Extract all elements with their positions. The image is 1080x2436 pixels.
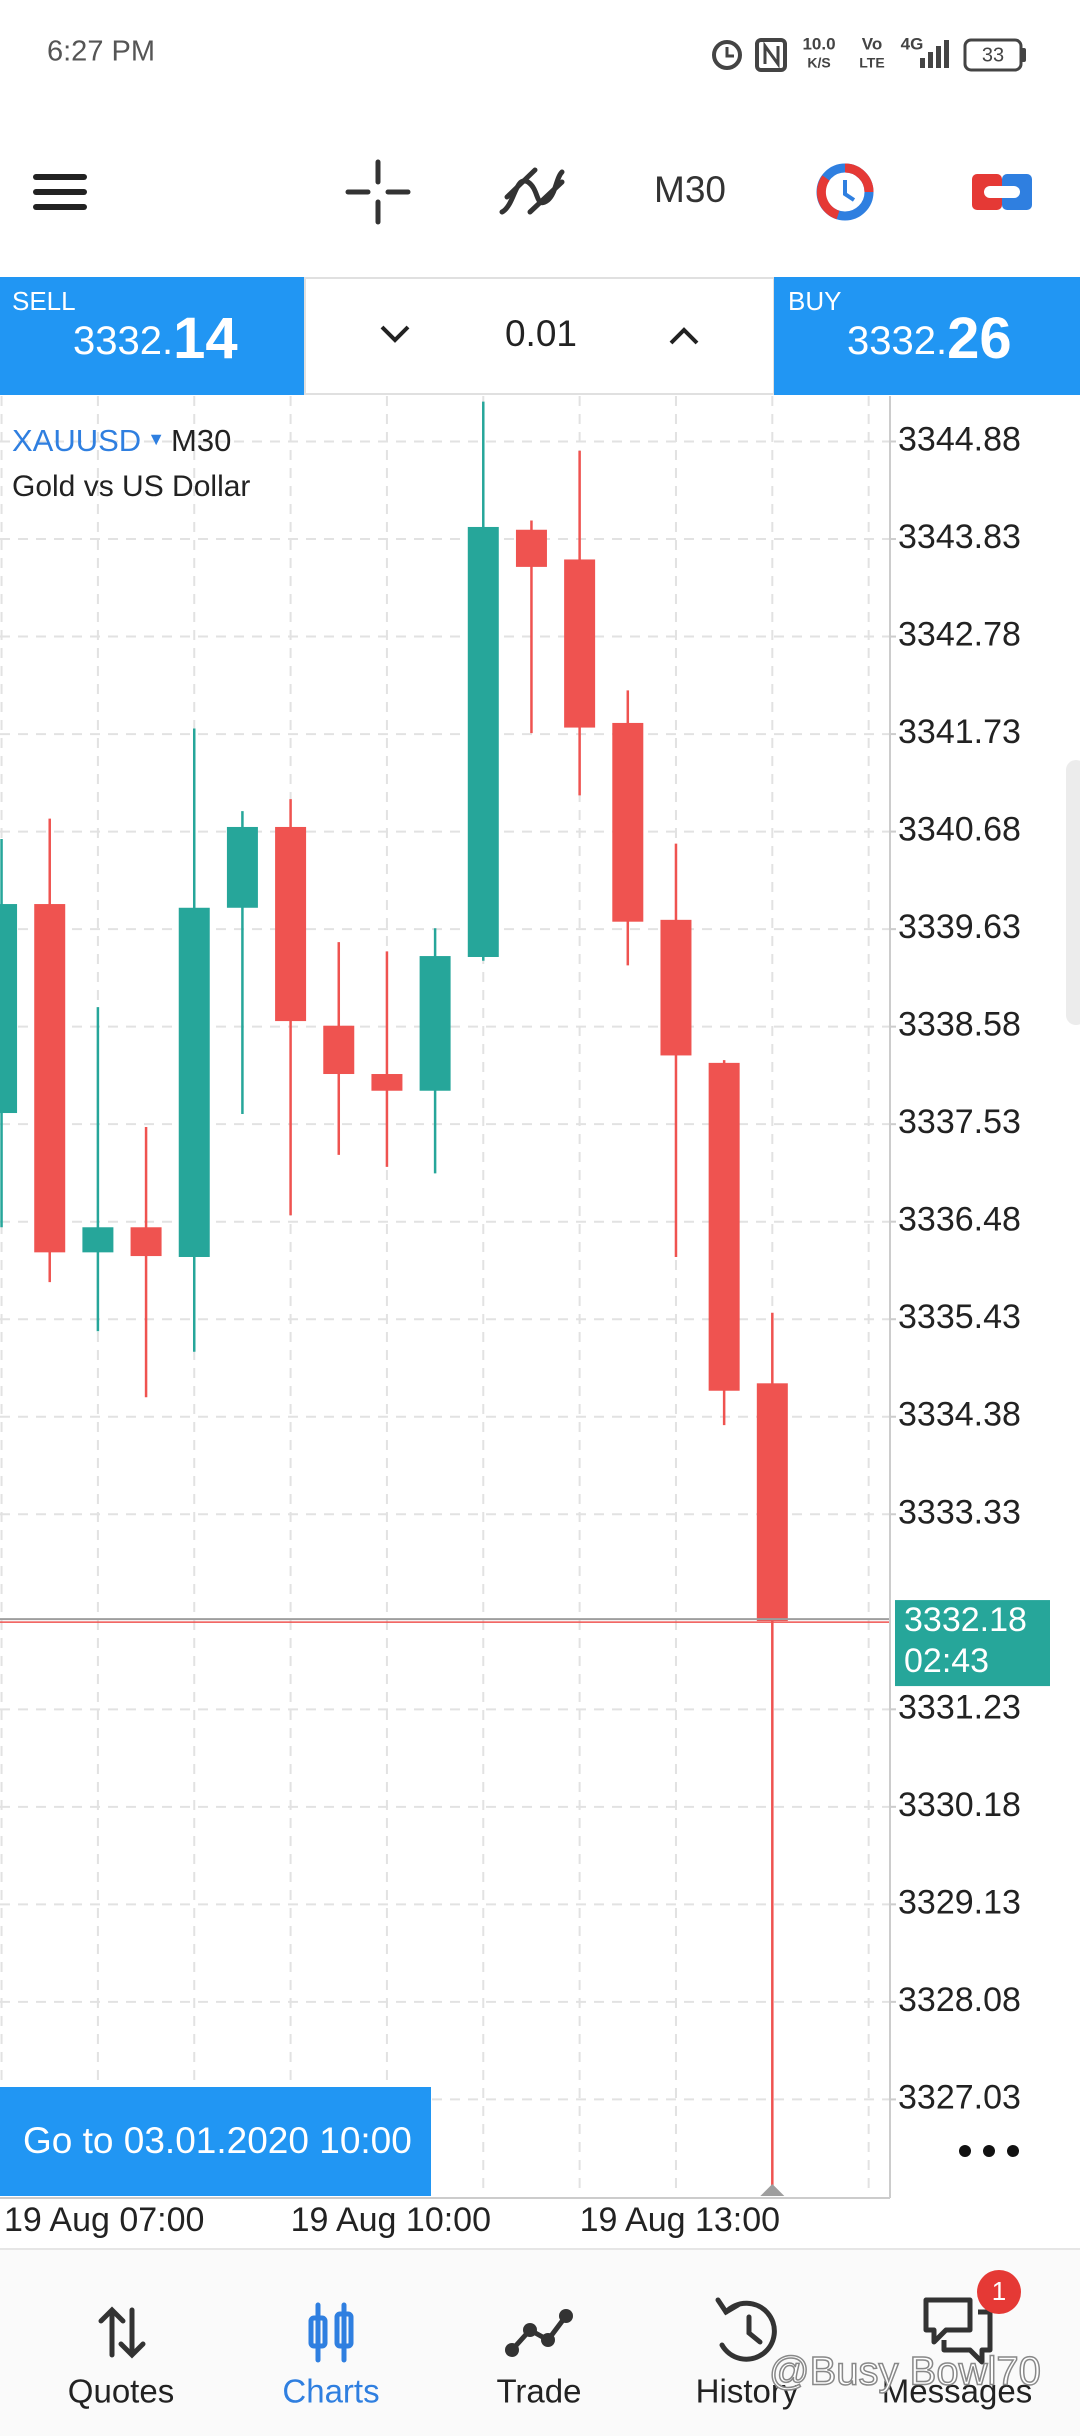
messages-icon[interactable] (923, 2297, 993, 2365)
watermark: @Busy Bowl70 (769, 2350, 1041, 2394)
network-type: 4G (901, 34, 924, 53)
y-tick-label: 3333.33 (898, 1493, 1021, 1531)
candles (0, 401, 788, 2196)
candle-body (467, 526, 499, 957)
menu-button[interactable] (33, 174, 87, 210)
more-button[interactable] (959, 2145, 1019, 2157)
y-tick-label: 3331.23 (898, 1688, 1021, 1726)
badge-count: 1 (992, 2276, 1006, 2306)
sell-price: 3332.14 (73, 306, 238, 371)
notification-badge (977, 2270, 1021, 2314)
chart-subtitle: Gold vs US Dollar (12, 470, 250, 503)
objects-button[interactable] (816, 163, 874, 221)
volume-value[interactable]: 0.01 (505, 313, 577, 354)
y-tick-label: 3341.73 (898, 713, 1021, 751)
x-tick-label: 19 Aug 07:00 (4, 2201, 204, 2239)
candle-body (275, 826, 307, 1022)
candle-body (371, 1074, 403, 1091)
candle-body (226, 826, 258, 908)
chart-symbol[interactable]: XAUUSD ▼ M30 (12, 423, 231, 458)
bottom-nav (0, 2249, 1080, 2436)
charts-icon[interactable] (308, 2302, 354, 2363)
volte-bottom: LTE (859, 55, 884, 71)
y-tick-label: 3329.13 (898, 1883, 1021, 1921)
buy-button[interactable]: BUY 3332.26 (774, 277, 1080, 395)
y-tick-label: 3340.68 (898, 811, 1021, 849)
nav-label[interactable]: Quotes (68, 2373, 174, 2410)
candle-body (419, 956, 451, 1091)
volume-decrease[interactable] (380, 325, 410, 343)
candle-body (323, 1025, 355, 1075)
sell-label: SELL (12, 286, 76, 316)
candle-body (708, 1062, 740, 1391)
nav-labels: Quotes Charts Trade History Messages (68, 2373, 1032, 2410)
y-tick-label: 3339.63 (898, 908, 1021, 946)
y-tick-label: 3338.58 (898, 1006, 1021, 1044)
goto-label: Go to 03.01.2020 10:00 (23, 2120, 412, 2161)
status-time: 6:27 PM (47, 36, 155, 68)
buy-price: 3332.26 (847, 306, 1012, 371)
indicators-button[interactable] (499, 167, 565, 215)
nav-label[interactable]: Charts (282, 2373, 379, 2410)
x-tick-label: 19 Aug 13:00 (580, 2201, 780, 2239)
candle-body (756, 1383, 788, 1622)
goto-button[interactable]: Go to 03.01.2020 10:00 (0, 2087, 431, 2196)
candle-body (34, 904, 66, 1253)
quotes-icon[interactable] (98, 2306, 146, 2359)
side-handle[interactable] (1066, 760, 1080, 1025)
y-tick-label: 3342.78 (898, 616, 1021, 654)
candle-body (178, 907, 210, 1257)
volte-top: Vo (862, 34, 882, 53)
grid (0, 396, 890, 2196)
y-tick-label: 3343.83 (898, 518, 1021, 556)
status-icons: 10.0 K/S Vo LTE 4G 33 (712, 34, 1026, 72)
volume-increase[interactable] (669, 327, 699, 345)
y-tick-label: 3337.53 (898, 1103, 1021, 1141)
y-tick-label: 3334.38 (898, 1396, 1021, 1434)
x-tick-label: 19 Aug 10:00 (291, 2201, 491, 2239)
y-tick-label: 3327.03 (898, 2078, 1021, 2116)
candle-body (82, 1227, 114, 1253)
network-speed: 10.0 (802, 34, 835, 53)
battery-level: 33 (982, 44, 1004, 66)
candle-body (612, 722, 644, 922)
crosshair-button[interactable] (345, 159, 411, 225)
sell-button[interactable]: SELL 3332.14 (0, 277, 305, 395)
nav-label[interactable]: Messages (882, 2373, 1032, 2410)
candle-body (0, 904, 18, 1114)
chart-overlay: 3344.88 3343.83 3342.78 3341.73 3340.68 3339.… (0, 420, 1050, 2239)
volume-box (304, 277, 775, 395)
trade-icon[interactable] (505, 2309, 573, 2357)
current-price-label: 3332.18 (904, 1601, 1027, 1639)
time-marker (760, 2184, 785, 2196)
candle-body (515, 529, 547, 567)
y-tick-label: 3335.43 (898, 1298, 1021, 1336)
nav-label[interactable]: Trade (497, 2373, 582, 2410)
timeframe-button[interactable]: M30 (654, 169, 726, 210)
history-icon[interactable] (715, 2297, 777, 2362)
candle-body (564, 559, 596, 728)
y-tick-label: 3336.48 (898, 1201, 1021, 1239)
candle-body (130, 1227, 162, 1257)
y-tick-label: 3330.18 (898, 1786, 1021, 1824)
countdown-label: 02:43 (904, 1642, 989, 1680)
speed-unit: K/S (807, 55, 830, 71)
current-price-box (895, 1600, 1050, 1687)
candle-body (660, 919, 692, 1056)
y-tick-label: 3344.88 (898, 420, 1021, 458)
y-tick-label: 3328.08 (898, 1981, 1021, 2019)
nav-label[interactable]: History (696, 2373, 799, 2410)
trade-button[interactable] (972, 174, 1032, 210)
buy-label: BUY (788, 286, 841, 316)
